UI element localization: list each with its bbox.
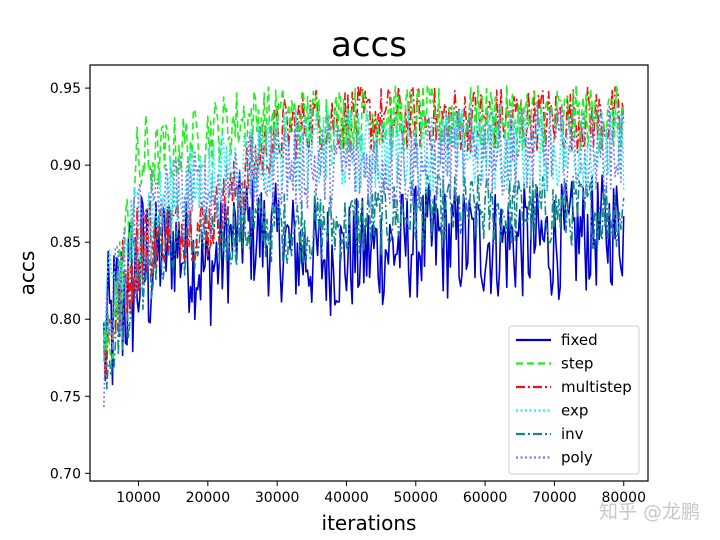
series-line-fixed	[103, 171, 625, 386]
legend-label-step: step	[561, 355, 593, 373]
watermark-text: 知乎 @龙鹏	[599, 501, 700, 523]
y-tick-label: 0.75	[50, 389, 81, 405]
x-tick-label: 20000	[186, 490, 231, 506]
x-tick-label: 10000	[116, 490, 161, 506]
y-axis: 0.70 0.75 0.80 0.85 0.90 0.95	[50, 81, 90, 482]
x-tick-label: 40000	[324, 490, 369, 506]
x-axis-label: iterations	[322, 511, 417, 535]
x-tick-label: 80000	[601, 490, 646, 506]
legend-label-poly: poly	[561, 449, 593, 467]
legend-label-exp: exp	[561, 402, 588, 420]
legend-label-fixed: fixed	[561, 331, 598, 349]
y-tick-label: 0.90	[50, 158, 81, 174]
legend-label-multistep: multistep	[561, 378, 632, 396]
legend: fixed step multistep exp inv poly	[508, 325, 640, 475]
x-tick-label: 60000	[463, 490, 508, 506]
series-line-step	[103, 84, 625, 362]
y-tick-label: 0.70	[50, 466, 81, 482]
y-tick-label: 0.85	[50, 235, 81, 251]
series-layer	[103, 84, 625, 408]
y-tick-label: 0.80	[50, 312, 81, 328]
y-axis-label: accs	[15, 251, 39, 296]
x-tick-label: 50000	[394, 490, 439, 506]
series-line-exp	[103, 106, 625, 350]
x-tick-label: 70000	[532, 490, 577, 506]
legend-label-inv: inv	[561, 425, 584, 443]
x-tick-label: 30000	[255, 490, 300, 506]
x-axis: 10000 20000 30000 40000 50000 60000 70000 80000	[116, 481, 646, 506]
plot-area-frame	[89, 64, 649, 482]
series-line-multistep	[103, 84, 625, 379]
chart-title: accs	[331, 25, 407, 65]
y-tick-label: 0.95	[50, 81, 81, 97]
